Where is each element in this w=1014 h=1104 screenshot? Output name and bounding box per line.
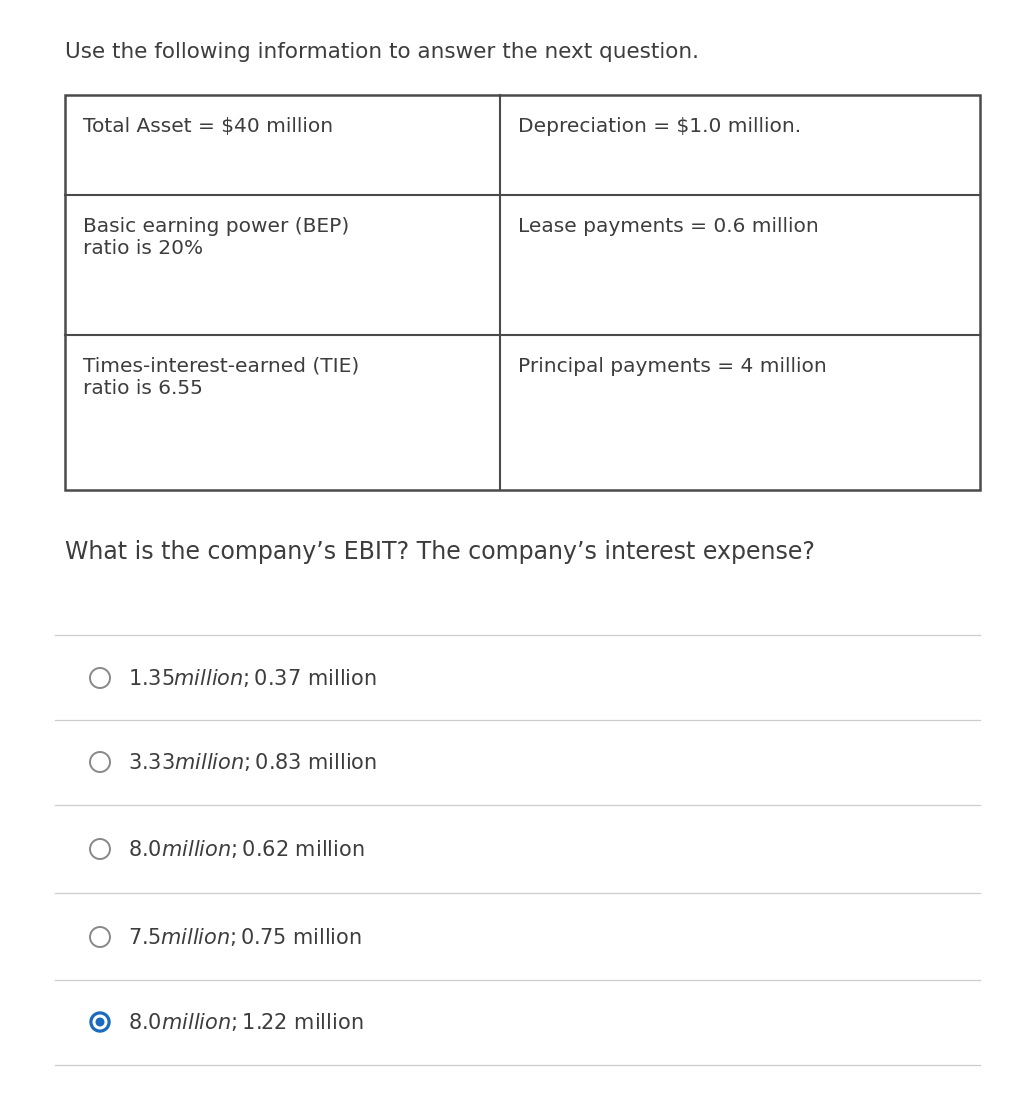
Circle shape [96, 1018, 103, 1026]
Text: Principal payments = 4 million: Principal payments = 4 million [518, 357, 826, 376]
Circle shape [93, 1016, 106, 1029]
Text: Total Asset = $40 million: Total Asset = $40 million [83, 117, 334, 136]
Text: Lease payments = 0.6 million: Lease payments = 0.6 million [518, 217, 818, 236]
Text: $1.35 million; $0.37 million: $1.35 million; $0.37 million [128, 667, 377, 689]
Bar [65, 95, 980, 490]
Text: Times-interest-earned (TIE)
ratio is 6.55: Times-interest-earned (TIE) ratio is 6.5… [83, 357, 359, 399]
Circle shape [90, 1012, 110, 1032]
Text: Basic earning power (BEP)
ratio is 20%: Basic earning power (BEP) ratio is 20% [83, 217, 349, 258]
Text: Depreciation = $1.0 million.: Depreciation = $1.0 million. [518, 117, 801, 136]
Text: $8.0 million; $0.62 million: $8.0 million; $0.62 million [128, 838, 365, 860]
Text: $8.0 million; $1.22 million: $8.0 million; $1.22 million [128, 1011, 363, 1033]
Text: $7.5 million; $0.75 million: $7.5 million; $0.75 million [128, 926, 362, 948]
Text: Use the following information to answer the next question.: Use the following information to answer … [65, 42, 699, 62]
Text: $3.33 million; $0.83 million: $3.33 million; $0.83 million [128, 751, 377, 773]
Text: What is the company’s EBIT? The company’s interest expense?: What is the company’s EBIT? The company’… [65, 540, 815, 564]
